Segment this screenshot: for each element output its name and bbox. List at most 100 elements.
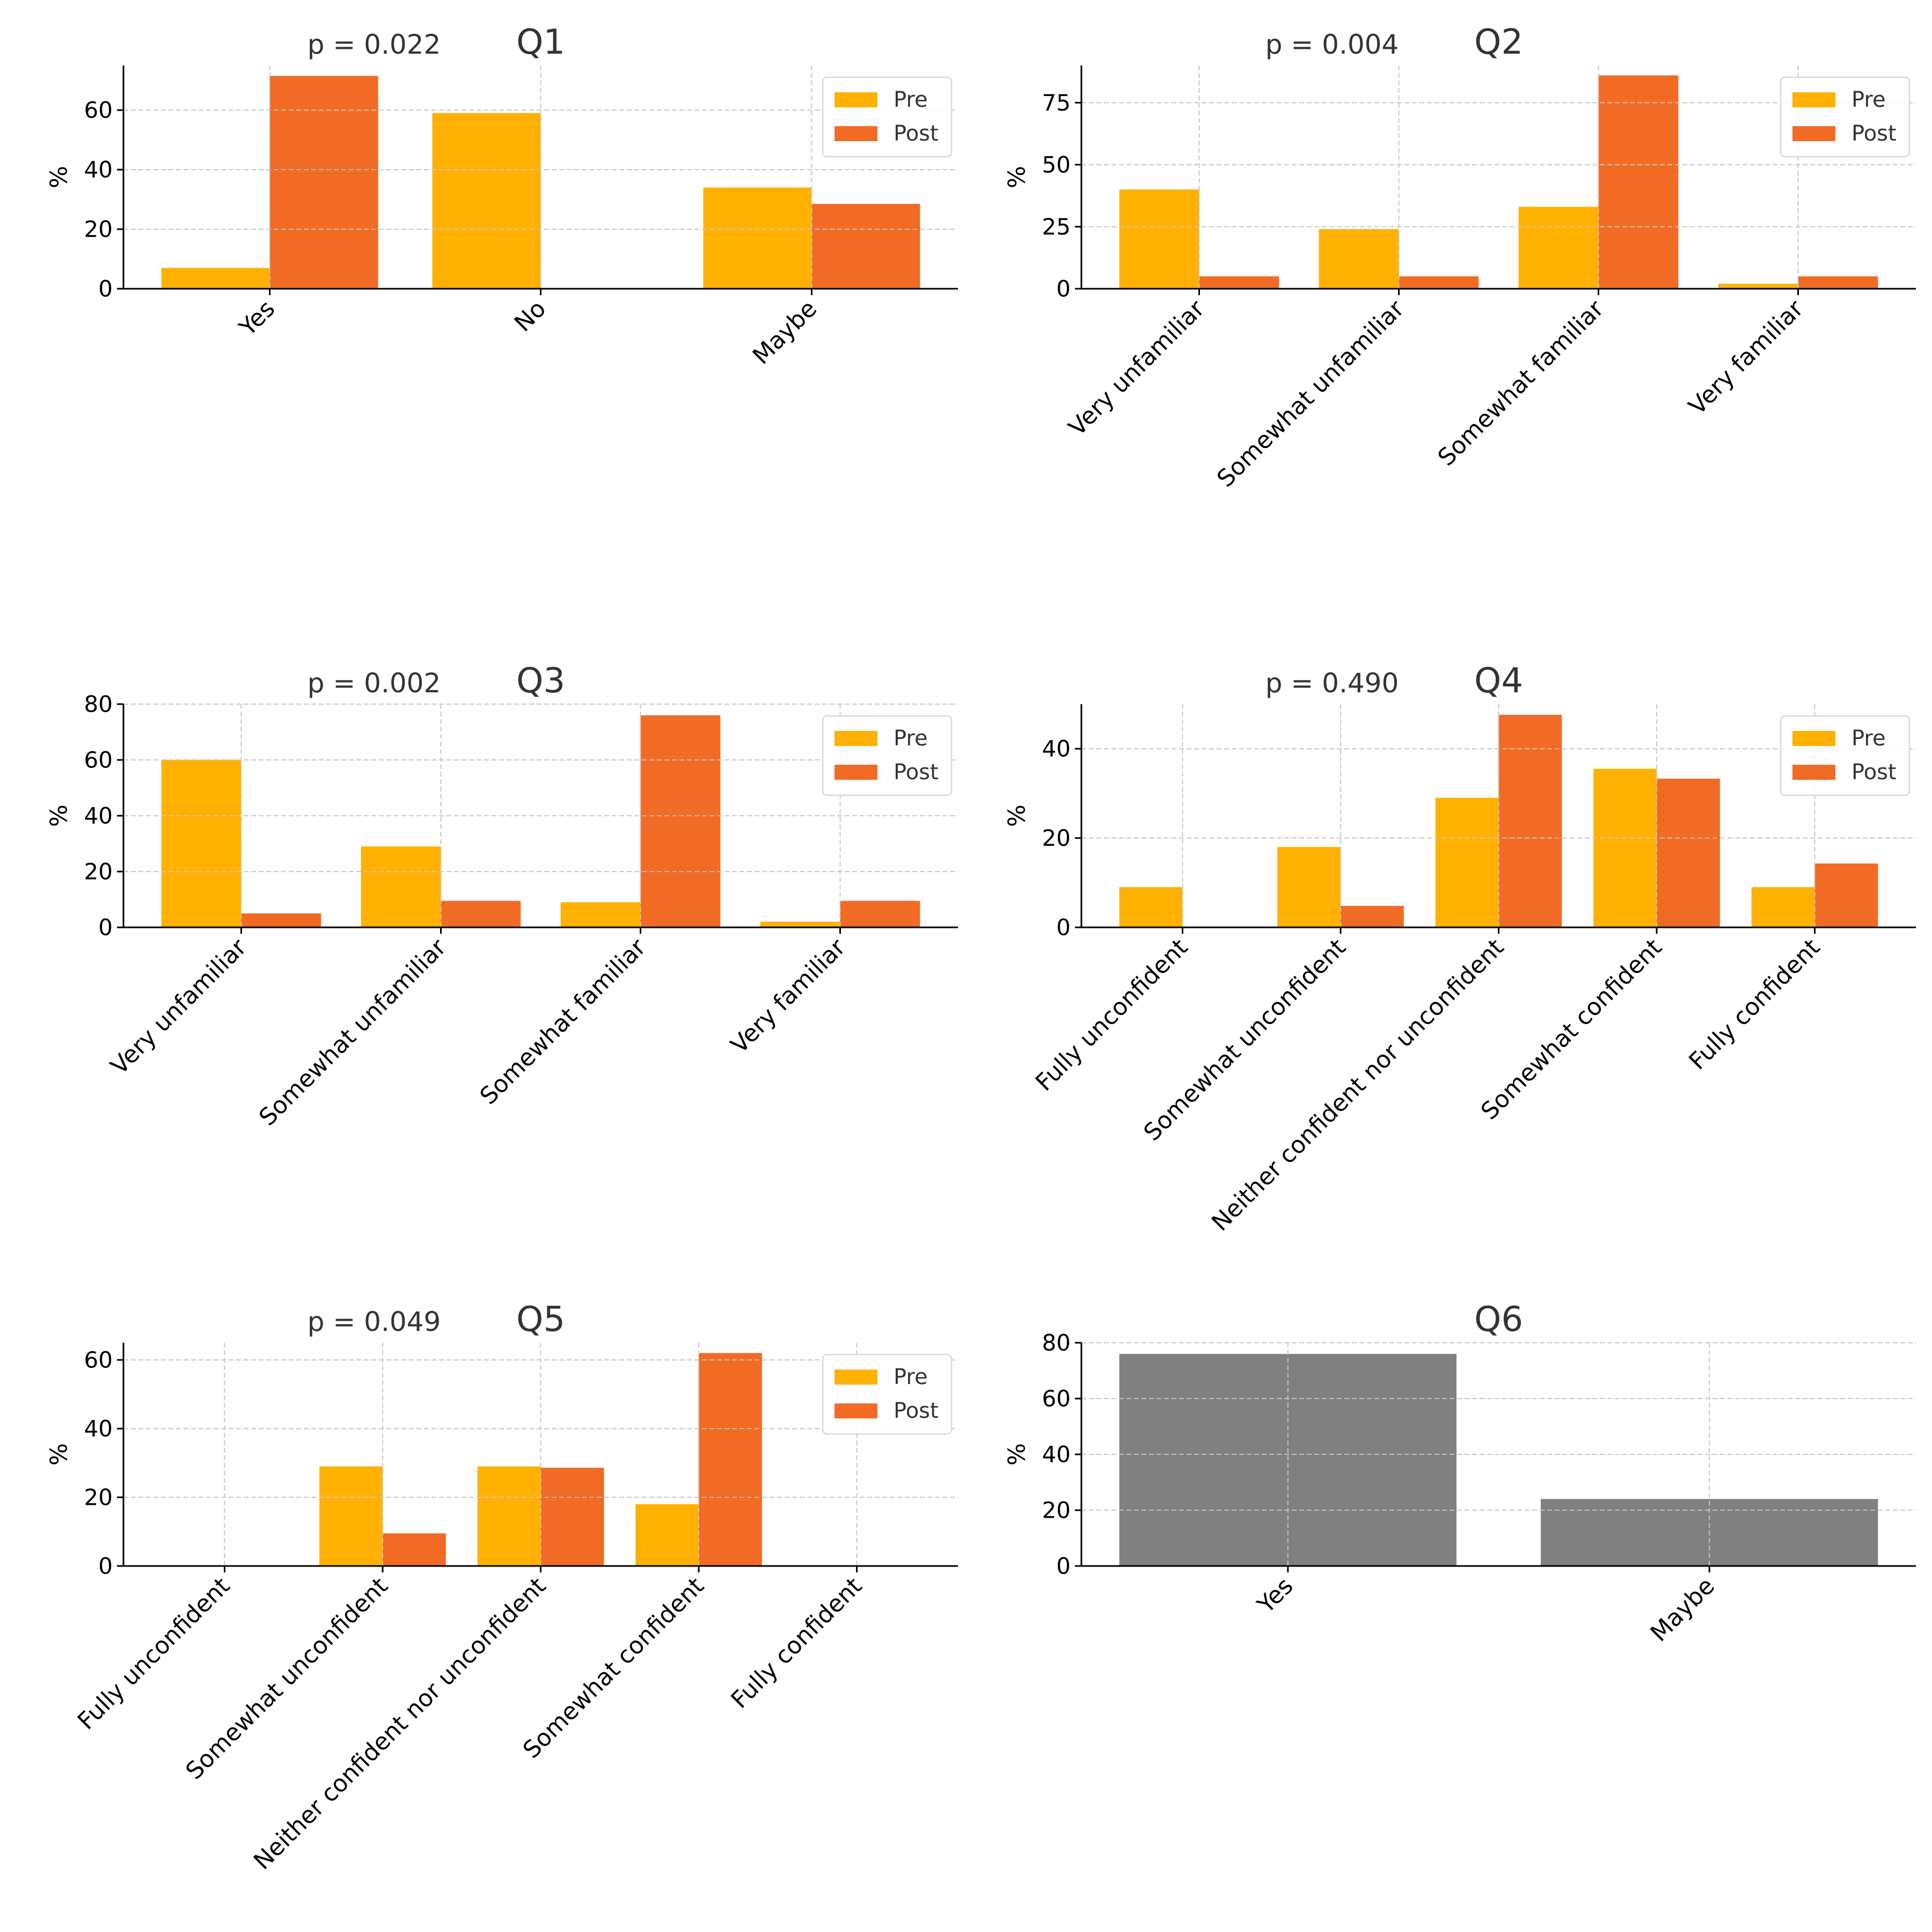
p-value-label: p = 0.002 — [308, 668, 441, 699]
bar-pre-4 — [1718, 283, 1798, 289]
y-tick-label: 0 — [98, 914, 113, 941]
y-axis-label: % — [1004, 1443, 1031, 1466]
bar-post-3 — [1598, 75, 1679, 289]
y-axis-label: % — [46, 804, 73, 827]
legend-label-post: Post — [1851, 121, 1897, 146]
y-tick-label: 80 — [84, 691, 113, 718]
y-tick-label: 40 — [84, 1416, 113, 1442]
bar-post-3 — [540, 1467, 604, 1566]
x-tick-label: Fully unconfident — [72, 1572, 235, 1735]
bar-post-2 — [382, 1533, 446, 1566]
bar-pre-2 — [432, 113, 541, 289]
x-tick-label: Maybe — [748, 295, 822, 370]
bar-pre-3 — [560, 902, 641, 927]
legend: Pre Post — [822, 715, 953, 796]
chart-q3: 0 20 40 60 80 Very unfamiliar Somewhat unfamil… — [46, 661, 958, 1131]
bar-post-3 — [1498, 714, 1562, 927]
x-tick-label: Yes — [1252, 1572, 1299, 1619]
legend-label-post: Post — [894, 1399, 939, 1423]
bar-pre-1 — [1119, 887, 1183, 927]
y-tick-label: 80 — [1042, 1330, 1071, 1356]
y-axis-label: % — [46, 1443, 73, 1466]
chart-q2: 0 25 50 75 Very unfamiliar Somewhat unfamilia… — [1004, 23, 1916, 493]
legend: Pre Post — [1780, 76, 1911, 158]
legend-label-pre: Pre — [1851, 87, 1886, 112]
y-tick-label: 40 — [84, 157, 113, 183]
y-tick-label: 20 — [1042, 825, 1071, 851]
bar-pre-4 — [635, 1504, 699, 1566]
bar-pre-4 — [1593, 769, 1657, 927]
p-value-label: p = 0.490 — [1265, 668, 1399, 699]
y-tick-label: 20 — [1042, 1497, 1071, 1524]
bar-post-4 — [1657, 778, 1720, 927]
x-tick-label: Very familiar — [726, 933, 851, 1059]
bar-post-1 — [1199, 276, 1279, 289]
bar-post-3 — [811, 203, 920, 289]
y-axis-label: % — [1004, 166, 1031, 188]
chart-title: Q2 — [1474, 23, 1523, 62]
y-tick-label: 50 — [1042, 151, 1071, 178]
bar-pre-5 — [1751, 887, 1815, 927]
y-tick-label: 60 — [84, 97, 113, 123]
bar-post-2 — [1399, 276, 1479, 289]
x-tick-label: Somewhat unfamiliar — [1212, 295, 1410, 493]
y-tick-label: 20 — [84, 216, 113, 243]
bar-post-4 — [1798, 276, 1878, 289]
chart-title: Q6 — [1474, 1300, 1523, 1340]
bar-post-2 — [441, 901, 521, 927]
x-tick-label: Somewhat confident — [518, 1572, 709, 1764]
x-tick-label: Very familiar — [1684, 295, 1809, 420]
bar-pre-3 — [703, 187, 812, 289]
x-tick-label: Fully unconfident — [1030, 934, 1193, 1096]
bar-post-1 — [241, 913, 321, 927]
legend-label-pre: Pre — [1851, 726, 1886, 751]
x-tick-label: Somewhat unfamiliar — [254, 933, 452, 1131]
bar-pre-3 — [1435, 797, 1499, 927]
bar-pre-2 — [361, 846, 441, 927]
bar-pre-2 — [1277, 847, 1341, 927]
bar-post-5 — [1814, 863, 1878, 927]
legend-swatch-pre — [835, 731, 877, 746]
y-tick-label: 60 — [1042, 1386, 1071, 1412]
y-tick-label: 60 — [84, 747, 113, 773]
y-tick-label: 40 — [1042, 1441, 1071, 1468]
x-tick-label: Very unfamiliar — [1064, 295, 1210, 441]
chart-title: Q3 — [516, 661, 565, 701]
legend: Pre Post — [822, 76, 953, 158]
y-tick-label: 0 — [1056, 276, 1071, 302]
y-tick-label: 60 — [84, 1347, 113, 1373]
x-tick-label: No — [509, 295, 551, 337]
bar-pre-2 — [1319, 229, 1399, 289]
y-tick-label: 20 — [84, 859, 113, 885]
x-tick-label: Neither confident nor unconfident — [248, 1572, 551, 1875]
legend-label-post: Post — [894, 121, 939, 146]
x-tick-label: Yes — [233, 295, 280, 342]
chart-title: Q1 — [516, 23, 565, 62]
bar-post-4 — [699, 1353, 762, 1566]
legend-swatch-post — [1792, 126, 1835, 141]
bar-pre-3 — [477, 1466, 541, 1566]
legend-label-pre: Pre — [894, 87, 928, 112]
y-tick-label: 0 — [98, 276, 113, 302]
legend-label-pre: Pre — [894, 726, 928, 751]
x-tick-label: Somewhat familiar — [475, 933, 652, 1110]
y-tick-label: 40 — [1042, 736, 1071, 762]
y-tick-label: 40 — [84, 803, 113, 829]
p-value-label: p = 0.022 — [308, 29, 441, 60]
bar-post-1 — [269, 76, 378, 289]
y-tick-label: 0 — [1056, 914, 1071, 941]
chart-title: Q5 — [516, 1300, 565, 1340]
x-tick-label: Fully confident — [1684, 934, 1825, 1075]
bar-pre-1 — [161, 268, 270, 289]
x-tick-label: Fully confident — [726, 1572, 867, 1714]
chart-q1: 0 20 40 60 Yes No Maybe% Q1 p = 0.022 Pre Post — [46, 23, 958, 370]
y-axis-label: % — [1004, 804, 1031, 827]
bar-pre-4 — [760, 921, 840, 927]
bar-post-4 — [840, 901, 920, 927]
x-tick-label: Maybe — [1645, 1572, 1720, 1647]
legend-swatch-post — [835, 126, 877, 141]
x-tick-label: Very unfamiliar — [106, 933, 252, 1080]
legend-swatch-pre — [835, 1370, 877, 1385]
